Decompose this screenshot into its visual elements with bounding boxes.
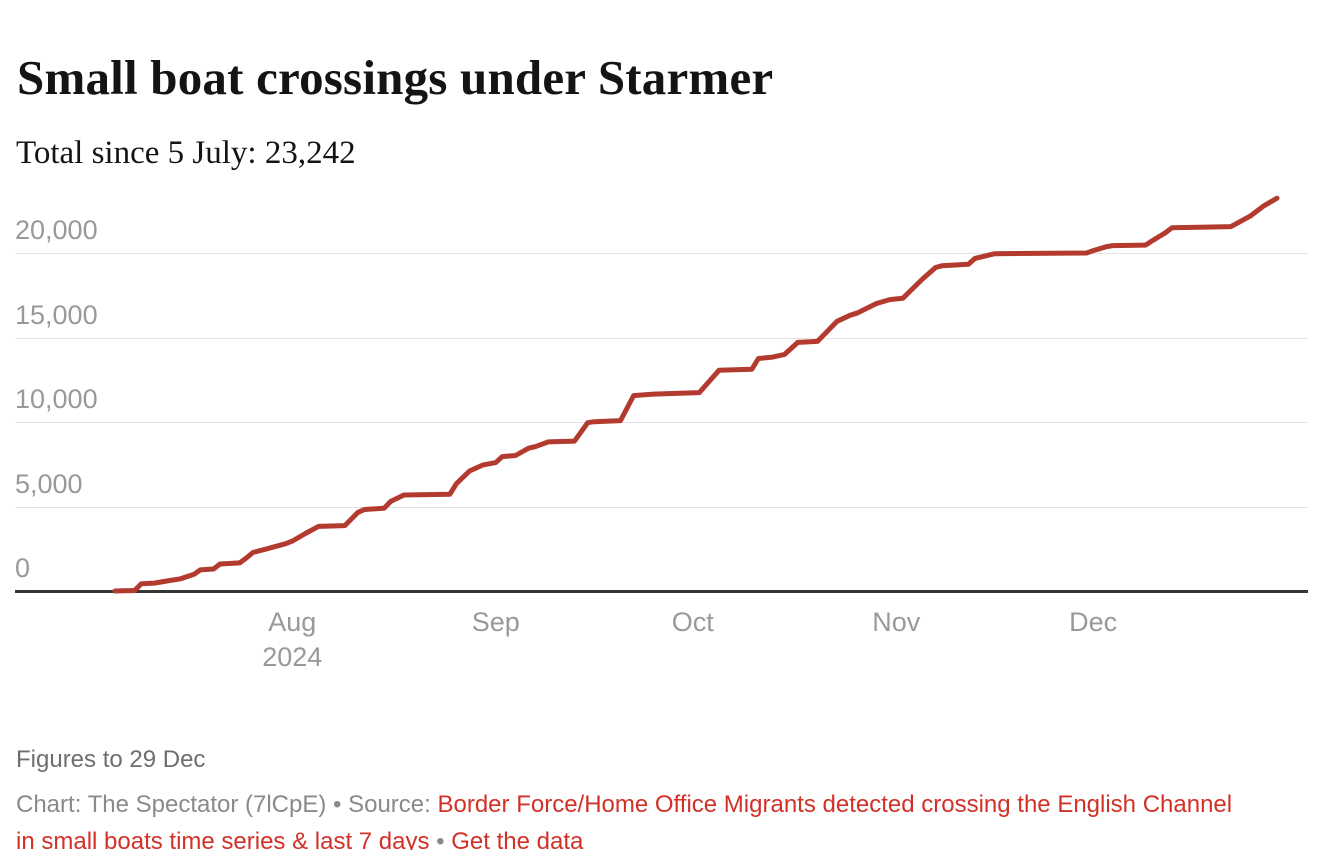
- chart-subtitle: Total since 5 July: 23,242: [16, 135, 356, 171]
- gridline: [15, 337, 1308, 339]
- gridline: [15, 253, 1308, 254]
- x-axis-tick-label: Oct: [671, 607, 714, 637]
- x-axis-year-label: 2024: [262, 642, 323, 672]
- source-link[interactable]: Border Force/Home Office Migrants detect…: [16, 791, 1233, 850]
- dot-separator: •: [429, 828, 452, 850]
- x-axis-tick-label: Dec: [1069, 607, 1118, 637]
- source-separator: • Source:: [326, 791, 438, 818]
- crossings-line: [112, 195, 1280, 594]
- chart-title: Small boat crossings under Starmer: [17, 49, 774, 105]
- x-axis-tick-label: Sep: [471, 607, 520, 637]
- x-axis-baseline: [15, 590, 1308, 593]
- chart-credit: Chart: The Spectator (7lCpE): [16, 791, 327, 818]
- y-axis-tick-label: 0: [15, 553, 31, 583]
- y-axis-tick-label: 10,000: [15, 384, 98, 414]
- gridline: [15, 422, 1308, 423]
- y-axis-tick-label: 20,000: [15, 215, 98, 245]
- gridline: [15, 506, 1308, 508]
- line-layer: [112, 195, 1280, 594]
- y-axis-tick-label: 5,000: [15, 468, 83, 499]
- x-axis-tick-label: Aug: [268, 607, 317, 637]
- x-axis-tick-label: Nov: [872, 607, 921, 637]
- footer-note: Figures to 29 Dec: [16, 746, 206, 773]
- chart-area: 0 5,000 10,000 15,000 20,000 Aug 2024 Sep Oct No…: [0, 175, 1324, 672]
- y-axis-tick-label: 15,000: [15, 299, 98, 330]
- attribution: Chart: The Spectator (7lCpE) • Source: B…: [16, 786, 1256, 850]
- get-the-data-link[interactable]: Get the data: [451, 828, 584, 850]
